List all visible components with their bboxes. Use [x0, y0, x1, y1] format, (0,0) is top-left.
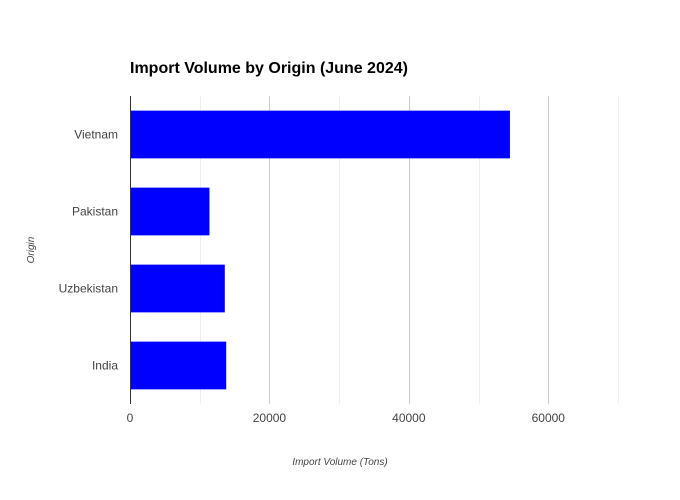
chart-title: Import Volume by Origin (June 2024)	[130, 60, 408, 77]
y-tick-labels: Vietnam Pakistan Uzbekistan India	[59, 128, 119, 373]
bar-vietnam	[130, 110, 510, 159]
x-axis-title: Import Volume (Tons)	[292, 457, 387, 468]
x-tick-label: 0	[127, 411, 134, 425]
x-tick-label: 40000	[392, 411, 426, 425]
bars	[130, 110, 510, 390]
bar-uzbekistan	[130, 264, 225, 313]
x-tick-label: 20000	[253, 411, 287, 425]
bar-india	[130, 341, 227, 390]
y-tick-label: Pakistan	[72, 205, 118, 219]
bar-pakistan	[130, 187, 210, 236]
y-tick-label: Vietnam	[74, 128, 118, 142]
y-axis-title: Origin	[26, 236, 37, 263]
x-tick-label: 60000	[532, 411, 566, 425]
y-tick-label: India	[92, 359, 118, 373]
x-tick-labels: 0 20000 40000 60000	[127, 411, 566, 425]
y-tick-label: Uzbekistan	[59, 282, 118, 296]
